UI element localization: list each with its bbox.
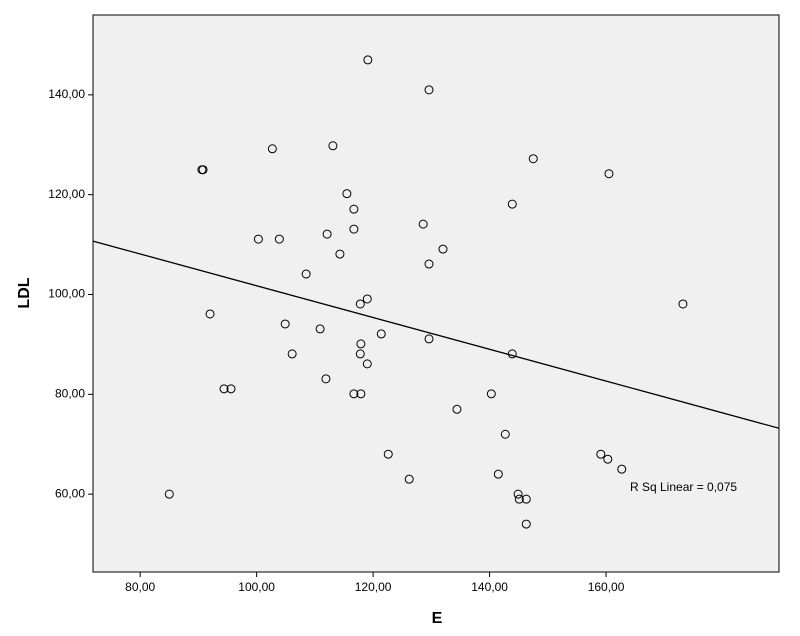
point — [322, 229, 332, 239]
point — [528, 154, 538, 164]
point — [362, 294, 372, 304]
y-tick-label: 120,00 — [48, 187, 85, 201]
y-tick-label: 100,00 — [48, 287, 85, 301]
x-tick-label: 100,00 — [238, 580, 275, 594]
point — [678, 299, 688, 309]
point — [514, 494, 524, 504]
point — [226, 384, 236, 394]
point — [349, 204, 359, 214]
point — [335, 249, 345, 259]
point — [376, 329, 386, 339]
point — [424, 334, 434, 344]
point — [404, 474, 414, 484]
point — [356, 389, 366, 399]
y-axis-label: LDL — [16, 277, 33, 308]
point — [363, 55, 373, 65]
y-tick-label: 60,00 — [55, 486, 85, 500]
fit-line — [92, 240, 780, 429]
point — [596, 449, 606, 459]
annotation: R Sq Linear = 0,075 — [630, 480, 737, 494]
point — [274, 234, 284, 244]
point — [349, 224, 359, 234]
point — [362, 359, 372, 369]
x-tick-label: 80,00 — [125, 580, 155, 594]
point — [452, 404, 462, 414]
point — [349, 389, 359, 399]
point — [500, 429, 510, 439]
x-tick-label: 120,00 — [355, 580, 392, 594]
point — [205, 309, 215, 319]
point — [507, 349, 517, 359]
point — [164, 489, 174, 499]
point — [301, 269, 311, 279]
point — [486, 389, 496, 399]
point — [493, 469, 503, 479]
point — [604, 169, 614, 179]
point — [418, 219, 428, 229]
y-tick-label: 140,00 — [48, 87, 85, 101]
point — [507, 199, 517, 209]
point — [355, 349, 365, 359]
point — [219, 384, 229, 394]
point — [253, 234, 263, 244]
point — [198, 165, 208, 175]
point — [424, 259, 434, 269]
point — [287, 349, 297, 359]
x-tick-label: 140,00 — [471, 580, 508, 594]
point — [267, 144, 277, 154]
point — [355, 299, 365, 309]
point — [438, 244, 448, 254]
point — [617, 464, 627, 474]
point — [321, 374, 331, 384]
point — [521, 519, 531, 529]
point — [513, 489, 523, 499]
point — [383, 449, 393, 459]
x-tick-label: 160,00 — [588, 580, 625, 594]
x-axis-label: E — [432, 610, 443, 627]
point — [328, 141, 338, 151]
plot-area — [92, 14, 780, 573]
point — [424, 85, 434, 95]
point — [521, 494, 531, 504]
point — [342, 189, 352, 199]
point — [603, 454, 613, 464]
point — [280, 319, 290, 329]
point — [356, 339, 366, 349]
y-tick-label: 80,00 — [55, 386, 85, 400]
point — [315, 324, 325, 334]
